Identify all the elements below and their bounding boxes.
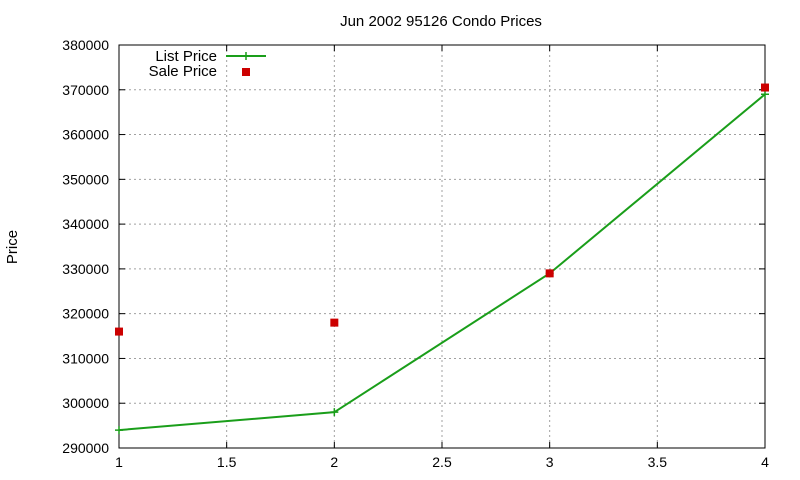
list-price-point <box>330 408 339 417</box>
legend-plus-marker <box>242 52 250 60</box>
sale-price-point <box>115 327 123 336</box>
y-tick-label: 320000 <box>62 306 109 322</box>
x-tick-label: 1 <box>115 454 123 470</box>
legend-label-list-price: List Price <box>155 48 217 65</box>
list-price-point <box>115 426 123 435</box>
legend-marker-list-price <box>242 52 250 60</box>
x-tick-label: 1.5 <box>217 454 237 470</box>
legend-marker-sale-price <box>242 68 250 76</box>
data-series <box>115 83 769 435</box>
legend: List Price Sale Price <box>149 48 266 80</box>
x-tick-label: 3 <box>546 454 554 470</box>
x-tick-label: 3.5 <box>648 454 668 470</box>
axis-ticks <box>118 44 766 449</box>
y-tick-label: 290000 <box>62 440 109 456</box>
y-tick-label: 330000 <box>62 261 109 277</box>
chart-title: Jun 2002 95126 Condo Prices <box>340 13 542 30</box>
grid-lines <box>119 45 765 448</box>
y-tick-label: 300000 <box>62 395 109 411</box>
y-tick-label: 350000 <box>62 171 109 187</box>
x-tick-label: 2 <box>330 454 338 470</box>
legend-label-sale-price: Sale Price <box>149 63 217 80</box>
y-tick-label: 380000 <box>62 37 109 53</box>
sale-price-point <box>545 269 554 278</box>
x-axis-tick-labels: 1 1.5 2 2.5 3 3.5 4 <box>115 454 769 470</box>
list-price-line <box>118 93 766 432</box>
y-tick-label: 370000 <box>62 82 109 98</box>
y-axis-label: Price <box>4 230 21 264</box>
sale-price-point <box>761 83 769 92</box>
y-tick-label: 310000 <box>62 350 109 366</box>
x-tick-label: 2.5 <box>432 454 452 470</box>
y-axis-tick-labels: 290000 300000 310000 320000 330000 340000 3500… <box>62 37 109 456</box>
y-tick-label: 340000 <box>62 216 109 232</box>
list-price-point <box>761 90 769 99</box>
y-tick-label: 360000 <box>62 127 109 143</box>
sale-price-point <box>330 318 339 327</box>
x-tick-label: 4 <box>761 454 769 470</box>
